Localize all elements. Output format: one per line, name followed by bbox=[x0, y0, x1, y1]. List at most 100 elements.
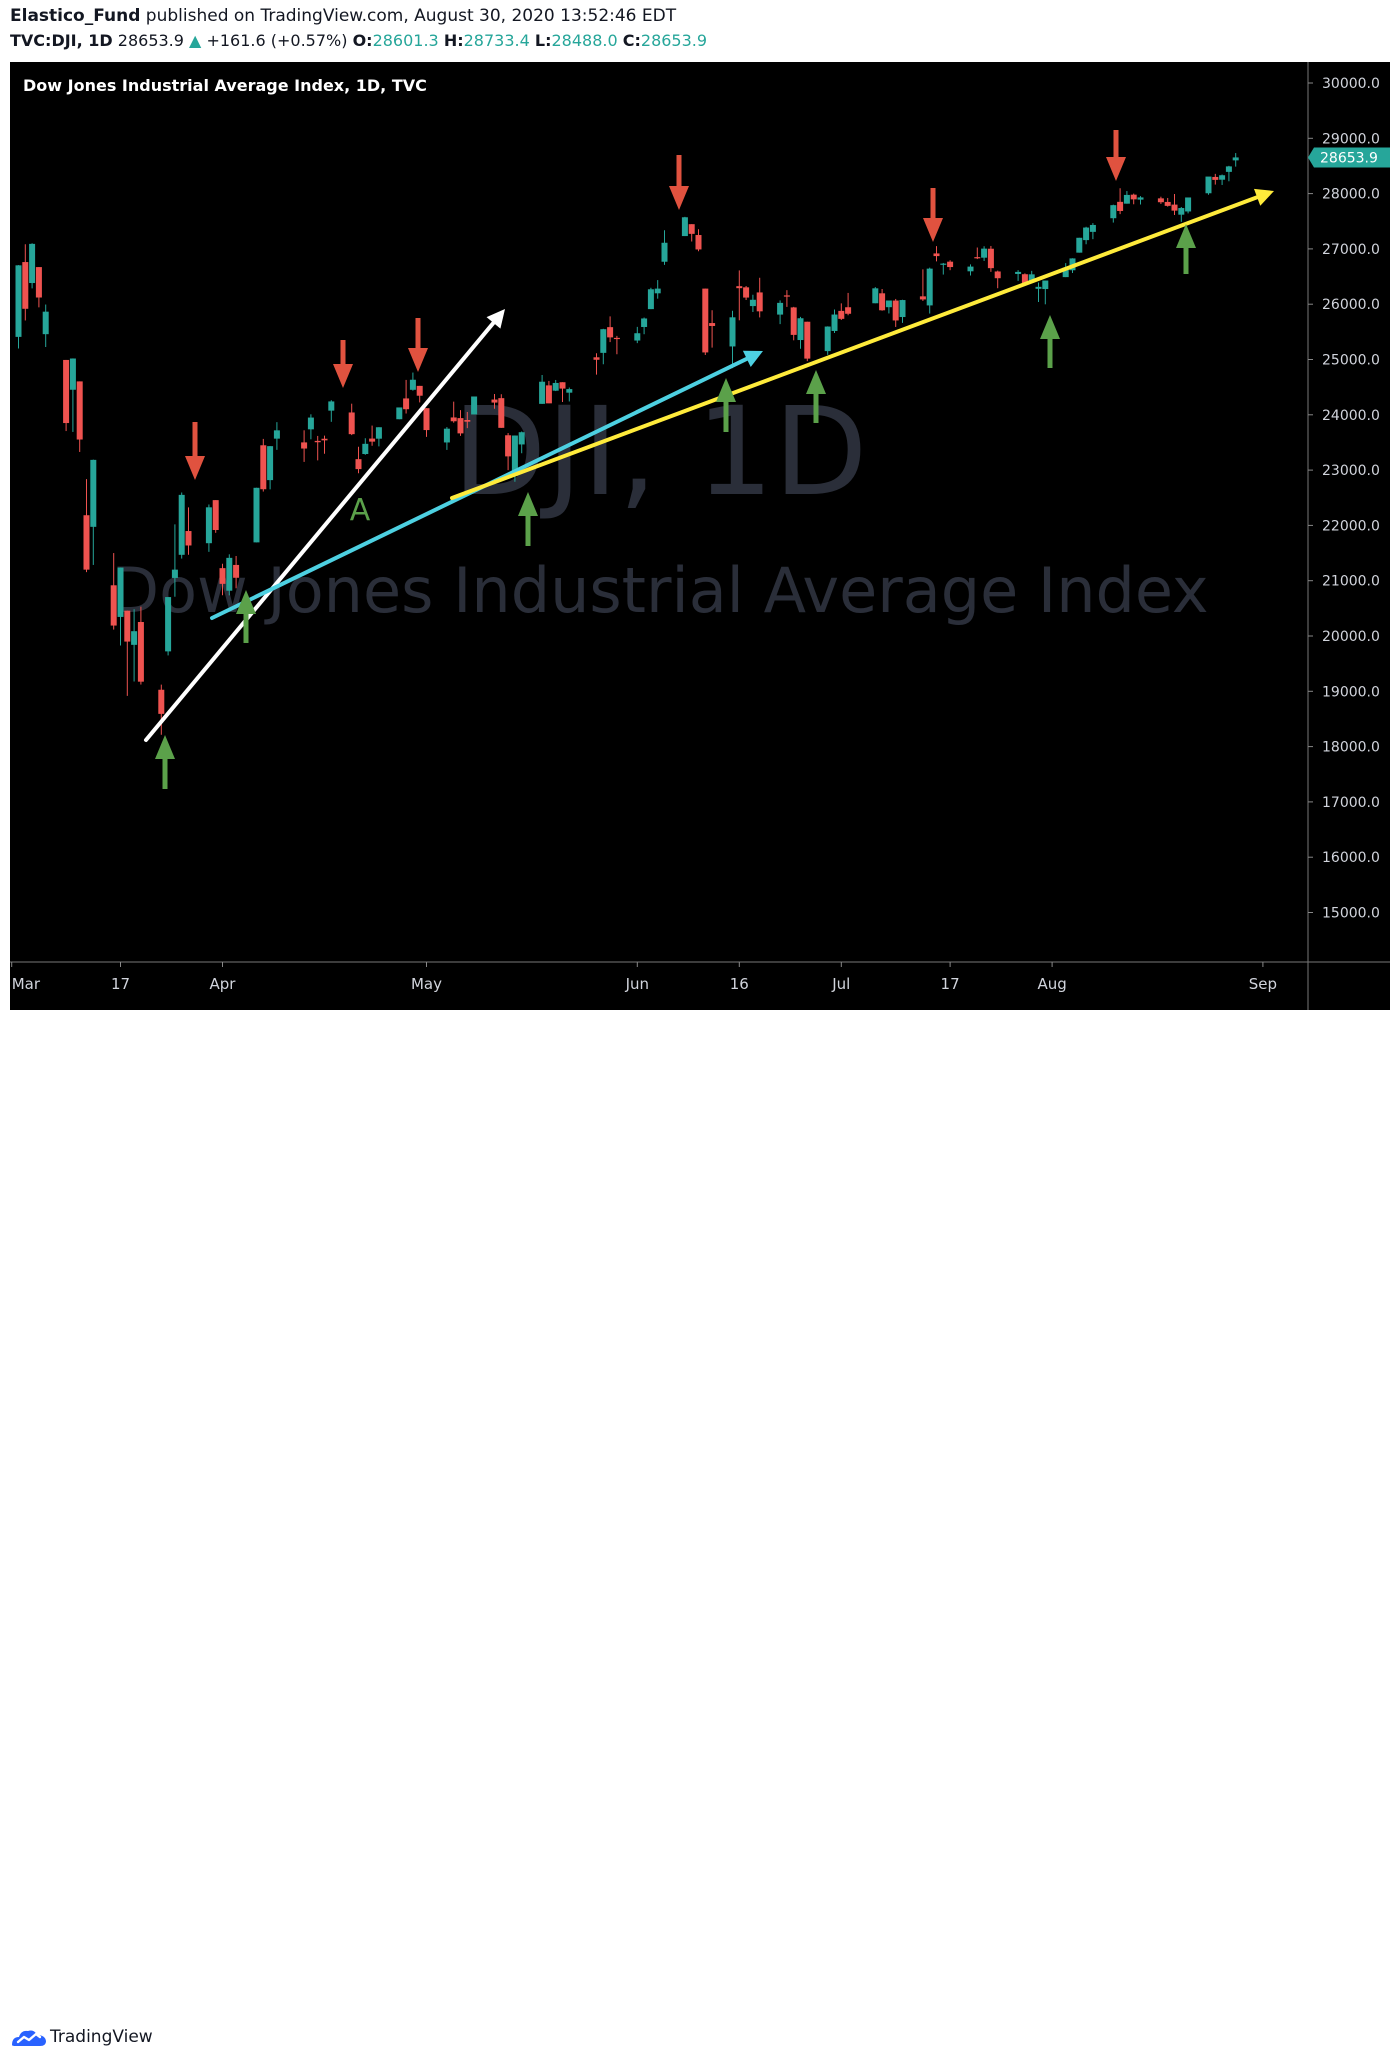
candle-body bbox=[328, 401, 335, 411]
candle bbox=[1110, 204, 1117, 223]
red-down-arrow-icon-head bbox=[185, 456, 205, 480]
candle bbox=[1035, 282, 1042, 303]
price-tick-label: 18000.0 bbox=[1322, 740, 1380, 756]
candle-body bbox=[600, 329, 607, 353]
candle-body bbox=[593, 357, 600, 360]
green-up-arrow-icon-head bbox=[1040, 315, 1060, 339]
green-up-arrow-icon-shaft bbox=[525, 516, 531, 546]
watermark-name: Dow Jones Industrial Average Index bbox=[111, 554, 1208, 627]
green-up-arrow-icon-shaft bbox=[1047, 339, 1053, 368]
price-tick-label: 25000.0 bbox=[1322, 353, 1380, 369]
candle bbox=[634, 326, 641, 344]
candle-body bbox=[654, 288, 661, 294]
candle bbox=[872, 287, 879, 304]
candle-body bbox=[450, 417, 457, 422]
candle-body bbox=[1015, 271, 1022, 274]
candle-body bbox=[260, 445, 267, 490]
price-tick-label: 15000.0 bbox=[1322, 906, 1380, 922]
candle bbox=[688, 224, 695, 242]
price-axis[interactable]: 30000.0 29000.0 28000.0 27000.0 26000.0 25000… bbox=[1308, 76, 1380, 922]
time-tick-label: 17 bbox=[941, 975, 960, 993]
candle bbox=[695, 229, 702, 252]
candle bbox=[375, 427, 382, 447]
chart-area[interactable] bbox=[10, 62, 1390, 1010]
red-down-arrow-icon bbox=[333, 340, 353, 388]
time-tick-label: Jul bbox=[831, 975, 850, 993]
green-up-arrow-icon-shaft bbox=[162, 759, 168, 789]
author-name[interactable]: Elastico_Fund bbox=[10, 6, 141, 26]
candle-body bbox=[464, 419, 471, 422]
candle bbox=[790, 306, 797, 341]
candle-body bbox=[892, 300, 899, 321]
candle bbox=[165, 597, 172, 656]
tradingview-brand[interactable]: TradingView bbox=[50, 2027, 153, 2047]
price-tick-label: 26000.0 bbox=[1322, 297, 1380, 313]
candle-body bbox=[831, 314, 838, 331]
candle-body bbox=[348, 412, 355, 435]
candle bbox=[233, 555, 240, 589]
candle-body bbox=[1089, 224, 1096, 232]
candle-body bbox=[375, 427, 382, 439]
candle-body bbox=[511, 435, 518, 476]
watermark: DJI, 1D Dow Jones Industrial Average Ind… bbox=[111, 381, 1208, 627]
candle-body bbox=[1232, 157, 1239, 161]
candle-body bbox=[661, 242, 668, 262]
candle-body bbox=[76, 381, 83, 440]
candle-body bbox=[1130, 194, 1137, 200]
candle-body bbox=[29, 243, 36, 284]
candle-body bbox=[947, 261, 954, 268]
green-up-arrow-icon bbox=[806, 370, 826, 423]
price-tag-label: 28653.9 bbox=[1320, 150, 1378, 166]
candle-body bbox=[872, 288, 879, 304]
candle-body bbox=[273, 430, 280, 439]
candle bbox=[1137, 196, 1144, 205]
candle bbox=[348, 403, 355, 436]
candle-body bbox=[253, 487, 260, 543]
candlestick-chart[interactable]: DJI, 1D Dow Jones Industrial Average Ind… bbox=[0, 0, 1400, 1050]
candle bbox=[593, 353, 600, 375]
candle-body bbox=[756, 292, 763, 312]
yellow-trendline bbox=[450, 188, 1274, 500]
candle bbox=[1123, 191, 1130, 204]
candle-body bbox=[491, 399, 498, 403]
candle-body bbox=[355, 459, 362, 470]
candle bbox=[1021, 273, 1028, 284]
candle bbox=[552, 379, 559, 392]
candle bbox=[314, 435, 321, 461]
candle bbox=[450, 401, 457, 423]
candle bbox=[981, 246, 988, 261]
candle bbox=[355, 446, 362, 474]
candle bbox=[967, 264, 974, 276]
candle bbox=[804, 321, 811, 362]
candle-body bbox=[267, 446, 274, 481]
yellow-trendline-shaft bbox=[450, 195, 1260, 500]
candle bbox=[654, 280, 661, 299]
red-down-arrow-icon-shaft bbox=[415, 318, 421, 348]
candle bbox=[518, 431, 525, 454]
candle-body bbox=[790, 307, 797, 335]
candle bbox=[947, 260, 954, 271]
time-axis[interactable]: Mar 17 Apr May Jun 16 Jul 17 Aug Sep bbox=[11, 962, 1277, 993]
candle-body bbox=[634, 333, 641, 341]
candle bbox=[797, 316, 804, 349]
red-down-arrow-icon bbox=[669, 155, 689, 210]
candle bbox=[1130, 193, 1137, 205]
candle bbox=[702, 288, 709, 355]
candle-body bbox=[498, 398, 505, 428]
red-down-arrow-icon-shaft bbox=[930, 188, 936, 218]
candle bbox=[1157, 196, 1164, 204]
candle-body bbox=[443, 428, 450, 443]
candle bbox=[838, 303, 845, 321]
candle-body bbox=[1083, 227, 1090, 241]
candle-body bbox=[321, 438, 328, 441]
ohlc-line: TVC:DJI, 1D 28653.9 ▲ +161.6 (+0.57%) O:… bbox=[10, 31, 707, 50]
green-up-arrow-icon-shaft bbox=[813, 394, 819, 423]
red-down-arrow-icon-shaft bbox=[340, 340, 346, 364]
candle-body bbox=[926, 268, 933, 306]
candle-body bbox=[1117, 201, 1124, 211]
candle bbox=[926, 267, 933, 314]
candle bbox=[301, 430, 308, 462]
candle-body bbox=[457, 418, 464, 434]
candle bbox=[641, 317, 648, 335]
red-down-arrow-icon bbox=[408, 318, 428, 372]
